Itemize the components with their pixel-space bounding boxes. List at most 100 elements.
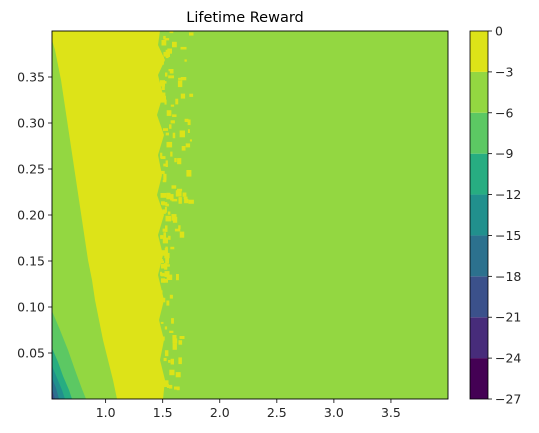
colorbar-tick-label: −6 [495, 105, 513, 120]
contour-patch [189, 139, 192, 142]
contour-patch [185, 143, 191, 148]
contour-patch [163, 128, 168, 131]
contour-patch [180, 93, 186, 99]
contour-patch [170, 120, 175, 124]
contour-patch [166, 274, 173, 280]
contour-patch [170, 194, 173, 201]
colorbar-segment [470, 31, 488, 72]
y-tick-label: 0.10 [17, 300, 45, 315]
contour-patch [166, 300, 170, 306]
y-axis: 0.05 0.10 0.15 0.20 0.25 0.30 0.35 [17, 70, 52, 361]
contour-patch [164, 252, 170, 259]
contour-patch [163, 380, 169, 386]
contour-patch [172, 216, 178, 223]
contour-patch [183, 196, 188, 199]
contour-patch [171, 185, 177, 189]
contour-patch [182, 192, 187, 197]
contour-patch [160, 92, 166, 100]
contour-patch [178, 357, 182, 365]
contour-patch [189, 93, 194, 97]
contour-patch [166, 384, 169, 388]
contour-patch [169, 384, 173, 389]
contour-patch [176, 387, 180, 391]
contour-patch [162, 209, 166, 214]
x-axis: 1.0 1.5 2.0 2.5 3.0 3.5 [96, 399, 401, 420]
contour-patch [189, 32, 194, 36]
contour-patch [160, 271, 163, 275]
contour-patch [179, 336, 185, 339]
contour-patch [166, 192, 171, 200]
contour-patch [161, 336, 165, 341]
colorbar-tick-label: −18 [495, 269, 521, 284]
contour-region-minus18-to-minus15 [52, 378, 59, 399]
contour-patch [184, 59, 187, 62]
colorbar-tick-label: −21 [495, 310, 521, 325]
y-tick-label: 0.05 [17, 346, 45, 361]
y-tick-label: 0.25 [17, 162, 45, 177]
contour-region-minus3-to-0-patches [160, 31, 194, 391]
colorbar-segment [470, 358, 488, 399]
contour-patch [175, 98, 179, 105]
contour-patch [178, 77, 184, 80]
contour-patch [162, 202, 168, 206]
x-tick-label: 3.0 [324, 405, 344, 420]
contour-patch [163, 232, 166, 239]
contour-patch [164, 99, 167, 105]
contour-patch [164, 271, 170, 277]
contour-patch [184, 118, 189, 122]
colorbar-segment [470, 317, 488, 359]
colorbar-segment [470, 112, 488, 154]
x-tick-label: 1.0 [96, 405, 116, 420]
contour-patch [168, 235, 171, 240]
contour-patch [169, 330, 174, 333]
contour-patch [163, 163, 167, 167]
contour-patch [172, 132, 176, 139]
plot-area [51, 30, 449, 400]
contour-patch [184, 198, 189, 204]
contour-patch [160, 250, 166, 256]
colorbar-segment [470, 71, 488, 113]
contour-patch [178, 340, 183, 345]
contour-patch [160, 259, 163, 263]
colorbar-tick-label: −24 [495, 351, 521, 366]
contour-patch [169, 70, 174, 74]
contour-patch [186, 170, 192, 177]
contour-patch [178, 197, 182, 204]
contour-patch [170, 246, 175, 250]
y-tick-label: 0.35 [17, 70, 45, 85]
contour-patch [166, 110, 172, 116]
contour-patch [178, 225, 181, 230]
contour-patch [162, 279, 168, 283]
colorbar-segment [470, 235, 488, 277]
contour-patch [169, 31, 174, 34]
contour-patch [164, 206, 167, 213]
contour-patch [167, 211, 171, 215]
colorbar-segment [470, 153, 488, 195]
y-tick-label: 0.15 [17, 254, 45, 269]
contour-patch [169, 369, 175, 376]
contour-patch [164, 255, 167, 259]
contour-patch [160, 235, 164, 239]
contour-patch [170, 358, 174, 365]
contour-patch [164, 264, 170, 267]
colorbar-frame [469, 30, 489, 400]
contour-patch [161, 40, 167, 46]
contour-patch [160, 212, 164, 218]
chart-title: Lifetime Reward [186, 10, 304, 26]
contour-patch [165, 246, 168, 254]
contour-patch [170, 104, 175, 107]
colorbar-tick-label: −12 [495, 187, 521, 202]
contour-patch [160, 380, 164, 385]
colorbar-segment [470, 194, 488, 236]
colorbar-tick-label: −15 [495, 228, 521, 243]
contour-patch [163, 357, 167, 362]
x-tick-label: 2.0 [210, 405, 230, 420]
contour-patch [163, 51, 168, 57]
contour-patch [160, 80, 165, 87]
contour-patch [160, 321, 164, 324]
contour-patch [161, 57, 164, 62]
contour-patch [172, 338, 178, 344]
contour-patch [171, 198, 178, 202]
contour-patch [165, 225, 168, 232]
